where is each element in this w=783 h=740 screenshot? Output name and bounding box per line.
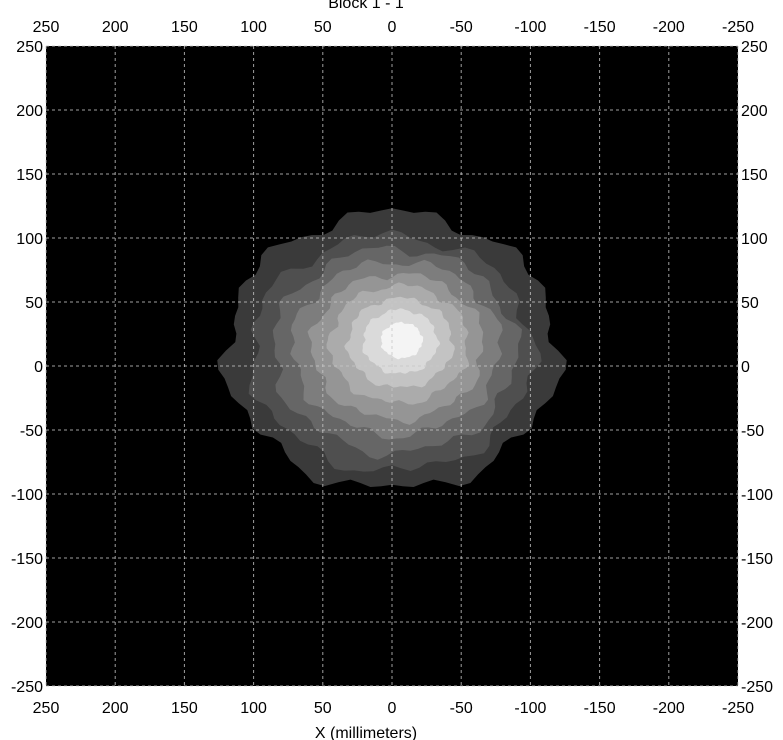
x-tick-label-bottom: 200 [102, 700, 129, 717]
y-tick-label-left: -50 [20, 423, 43, 440]
x-tick-label-bottom: 50 [314, 700, 332, 717]
y-tick-label-right: -250 [741, 679, 773, 696]
x-tick-label-bottom: -250 [722, 700, 754, 717]
y-tick-label-left: -200 [11, 615, 43, 632]
x-tick-label-top: 0 [388, 19, 397, 36]
y-tick-label-right: 100 [741, 231, 768, 248]
contour-level-9 [380, 321, 424, 360]
x-tick-label-top: -250 [722, 19, 754, 36]
y-tick-label-right: 150 [741, 167, 768, 184]
x-tick-label-top: -100 [514, 19, 546, 36]
y-tick-label-left: 100 [16, 231, 43, 248]
x-tick-label-top: -150 [584, 19, 616, 36]
y-tick-label-left: -100 [11, 487, 43, 504]
x-tick-label-bottom: -50 [450, 700, 473, 717]
chart-title: Block 1 - 1 [328, 0, 404, 12]
y-tick-label-left: 250 [16, 39, 43, 56]
y-tick-label-left: 50 [25, 295, 43, 312]
x-tick-label-top: 150 [171, 19, 198, 36]
x-tick-label-bottom: -200 [653, 700, 685, 717]
x-axis-label: X (millimeters) [315, 725, 417, 740]
x-tick-label-bottom: 250 [33, 700, 60, 717]
y-tick-label-right: 200 [741, 103, 768, 120]
x-tick-label-top: 200 [102, 19, 129, 36]
y-tick-label-left: -250 [11, 679, 43, 696]
y-tick-label-left: 0 [34, 359, 43, 376]
x-tick-label-bottom: 150 [171, 700, 198, 717]
x-tick-label-bottom: 100 [240, 700, 267, 717]
y-tick-label-right: 250 [741, 39, 768, 56]
x-tick-label-bottom: -150 [584, 700, 616, 717]
x-tick-label-bottom: 0 [388, 700, 397, 717]
y-tick-label-right: -150 [741, 551, 773, 568]
x-tick-label-top: -50 [450, 19, 473, 36]
x-tick-label-top: -200 [653, 19, 685, 36]
y-tick-label-left: 150 [16, 167, 43, 184]
y-tick-label-right: -200 [741, 615, 773, 632]
y-tick-label-right: -100 [741, 487, 773, 504]
x-tick-label-bottom: -100 [514, 700, 546, 717]
y-tick-label-right: 0 [741, 359, 750, 376]
y-tick-label-right: -50 [741, 423, 764, 440]
y-tick-label-left: 200 [16, 103, 43, 120]
y-tick-label-left: -150 [11, 551, 43, 568]
y-tick-label-right: 50 [741, 295, 759, 312]
x-tick-label-top: 250 [33, 19, 60, 36]
grid-lines [45, 45, 739, 687]
x-tick-label-top: 50 [314, 19, 332, 36]
axis-ticks: 250 250 200 200 150 150 100 100 50 50 0 0 -50 -50 -100… [11, 19, 773, 717]
x-tick-label-top: 100 [240, 19, 267, 36]
